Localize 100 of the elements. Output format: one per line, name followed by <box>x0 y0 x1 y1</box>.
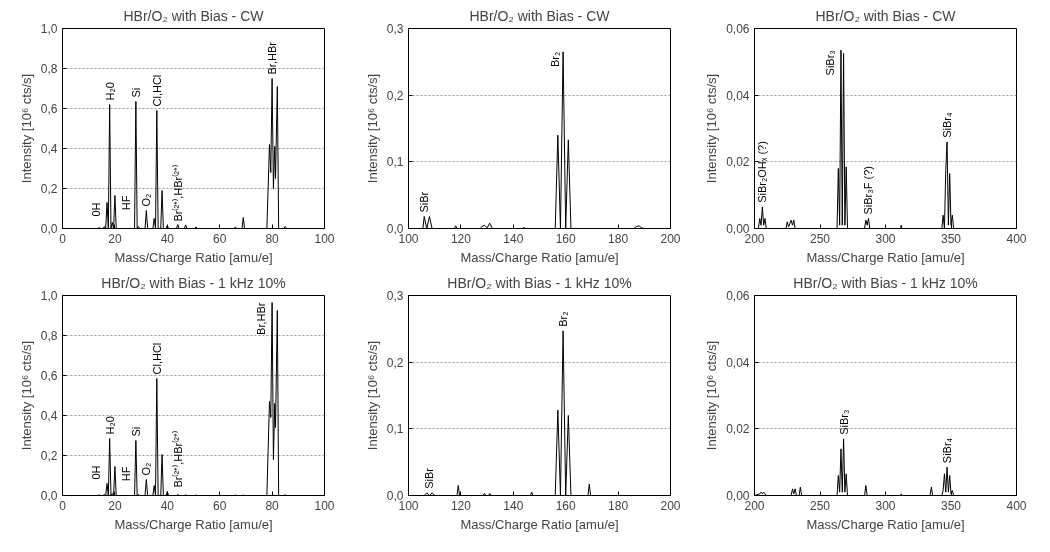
x-tick-label: 120 <box>450 498 472 513</box>
y-tick-label: 0,06 <box>726 289 750 303</box>
x-tick-label: 400 <box>1006 231 1027 246</box>
y-tick-label: 0,8 <box>40 62 58 76</box>
annotation: SiBr₃F (?) <box>862 166 875 215</box>
y-tick-label: 0,4 <box>40 142 58 156</box>
x-tick-label: 180 <box>608 498 629 513</box>
x-tick-label: 0 <box>59 498 67 513</box>
x-axis-title: Mass/Charge Ratio [amu/e] <box>806 249 965 265</box>
x-tick-label: 200 <box>660 231 681 246</box>
y-tick-label: 0,2 <box>40 449 58 463</box>
x-tick-label: 160 <box>555 498 577 513</box>
x-tick-label: 60 <box>213 231 227 246</box>
annotation: 0H <box>90 465 103 480</box>
x-tick-label: 120 <box>450 231 472 246</box>
x-axis-title: Mass/Charge Ratio [amu/e] <box>114 249 273 265</box>
x-tick-label: 40 <box>160 498 175 513</box>
chart-title: HBr/O₂ with Bias - CW <box>123 7 265 24</box>
annotation: Br,HBr <box>255 302 268 335</box>
annotation: O₂ <box>140 462 153 476</box>
annotation: SiBr₃ <box>823 50 836 76</box>
x-tick-label: 200 <box>660 498 681 513</box>
annotation: Br,HBr <box>266 41 279 75</box>
x-tick-label: 140 <box>503 498 524 513</box>
x-tick-label: 350 <box>940 498 962 513</box>
y-tick-label: 0,4 <box>40 409 58 423</box>
x-tick-label: 80 <box>265 231 280 246</box>
y-tick-label: 0,3 <box>386 22 404 36</box>
annotation: 0H <box>90 202 103 217</box>
chart-title: HBr/O₂ with Bias - 1 kHz 10% <box>101 274 286 291</box>
y-axis-title: Intensity [10⁶ cts/s] <box>704 73 720 184</box>
annotation: SiBr₄ <box>941 112 954 138</box>
y-tick-label: 0,06 <box>726 22 750 36</box>
x-tick-label: 20 <box>108 231 122 246</box>
chart-title: HBr/O₂ with Bias - CW <box>469 7 611 24</box>
annotation: SiBr₃ <box>837 409 850 435</box>
x-axis-title: Mass/Charge Ratio [amu/e] <box>114 516 273 532</box>
x-tick-label: 100 <box>314 498 335 513</box>
y-tick-label: 0,6 <box>40 369 58 383</box>
y-tick-label: 0,02 <box>726 155 750 170</box>
y-tick-label: 0,0 <box>386 489 404 503</box>
y-tick-label: 0,1 <box>386 155 404 170</box>
annotation: H₂0 <box>103 416 116 435</box>
y-tick-label: 0,0 <box>40 222 58 236</box>
y-tick-label: 1,0 <box>40 22 58 36</box>
y-tick-label: 0,04 <box>726 355 750 370</box>
x-tick-label: 250 <box>809 231 831 246</box>
annotation: H₂0 <box>103 82 116 101</box>
y-tick-label: 0,0 <box>40 489 58 503</box>
annotation: SiBr <box>423 467 436 489</box>
x-tick-label: 60 <box>213 498 227 513</box>
x-tick-label: 400 <box>1006 498 1027 513</box>
x-tick-label: 40 <box>160 231 175 246</box>
annotation: Br₂ <box>557 311 570 327</box>
y-tick-label: 0,04 <box>726 88 750 103</box>
chart-title: HBr/O₂ with Bias - 1 kHz 10% <box>447 274 632 291</box>
x-tick-label: 300 <box>875 498 896 513</box>
x-tick-label: 250 <box>809 498 831 513</box>
y-tick-label: 0,8 <box>40 329 58 343</box>
annotation: Si <box>129 87 142 98</box>
annotation: Br⁽²⁺⁾,HBr⁽²⁺⁾ <box>172 165 185 222</box>
annotation: HF <box>119 195 132 211</box>
y-tick-label: 0,2 <box>386 88 404 103</box>
annotation: SiBr₂OHₓ (?) <box>756 141 769 203</box>
y-axis-title: Intensity [10⁶ cts/s] <box>704 340 720 451</box>
y-tick-label: 1,0 <box>40 289 58 303</box>
y-tick-label: 0,3 <box>386 289 404 303</box>
y-tick-label: 0,02 <box>726 422 750 437</box>
x-axis-title: Mass/Charge Ratio [amu/e] <box>806 516 965 532</box>
y-tick-label: 0,2 <box>40 182 58 196</box>
annotation: O₂ <box>140 193 153 207</box>
annotation: Br₂ <box>548 51 561 68</box>
y-tick-label: 0,6 <box>40 102 58 116</box>
annotation: Cl,HCl <box>150 342 163 375</box>
y-axis-title: Intensity [10⁶ cts/s] <box>364 73 380 184</box>
chart-title: HBr/O₂ with Bias - 1 kHz 10% <box>793 274 978 291</box>
y-tick-label: 0,0 <box>386 222 404 236</box>
x-tick-label: 140 <box>503 231 524 246</box>
annotation: Br⁽²⁺⁾,HBr⁽²⁺⁾ <box>172 431 185 488</box>
annotation: HF <box>119 466 132 482</box>
x-tick-label: 80 <box>265 498 280 513</box>
x-tick-label: 350 <box>940 231 962 246</box>
x-axis-title: Mass/Charge Ratio [amu/e] <box>460 516 619 532</box>
y-axis-title: Intensity [10⁶ cts/s] <box>18 73 34 184</box>
x-tick-label: 180 <box>608 231 629 246</box>
chart-title: HBr/O₂ with Bias - CW <box>815 7 957 24</box>
x-tick-label: 300 <box>875 231 896 246</box>
y-tick-label: 0,2 <box>386 355 404 370</box>
x-axis-title: Mass/Charge Ratio [amu/e] <box>460 249 619 265</box>
x-tick-label: 160 <box>555 231 577 246</box>
annotation: SiBr <box>418 191 431 213</box>
y-axis-title: Intensity [10⁶ cts/s] <box>364 340 380 451</box>
annotation: SiBr₄ <box>941 437 954 464</box>
annotation: Cl,HCl <box>150 74 163 107</box>
y-axis-title: Intensity [10⁶ cts/s] <box>18 340 34 451</box>
x-tick-label: 100 <box>314 231 335 246</box>
y-tick-label: 0,1 <box>386 422 404 437</box>
x-tick-label: 20 <box>108 498 122 513</box>
x-tick-label: 0 <box>59 231 67 246</box>
annotation: Si <box>129 426 142 437</box>
